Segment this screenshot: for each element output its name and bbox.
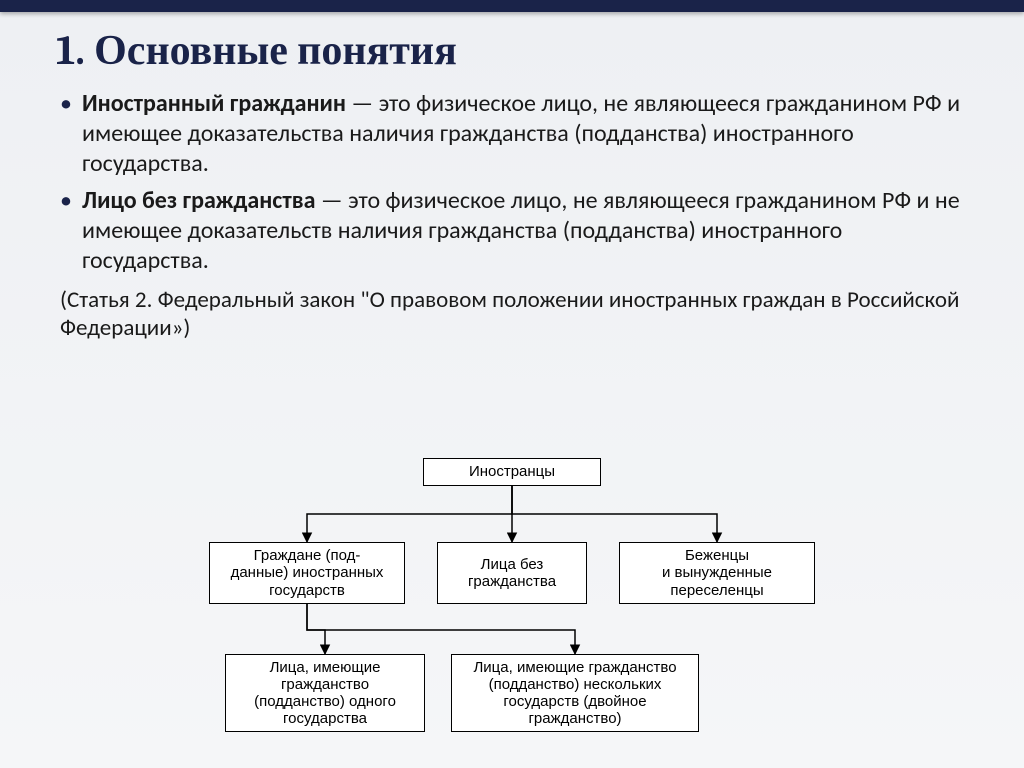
term: Иностранный гражданин <box>82 89 346 118</box>
foreigners-tree-diagram: Иностранцы Граждане (под-данные) иностран… <box>189 458 835 750</box>
diagram-node: Лица безгражданства <box>437 542 587 604</box>
accent-bar <box>0 0 1024 12</box>
diagram-node: Беженцыи вынужденныепереселенцы <box>619 542 815 604</box>
term: Лицо без гражданства <box>82 186 315 215</box>
diagram-node: Лица, имеющиегражданство(подданство) одн… <box>225 654 425 732</box>
bullet-list: Иностранный гражданин — это физическое л… <box>56 89 968 276</box>
citation-text: (Статья 2. Федеральный закон "О правовом… <box>56 286 968 343</box>
slide-title: 1. Основные понятия <box>56 26 968 75</box>
diagram-node: Иностранцы <box>423 458 601 486</box>
bullet-item: Лицо без гражданства — это физическое ли… <box>56 186 968 275</box>
diagram-node: Лица, имеющие гражданство(подданство) не… <box>451 654 699 732</box>
bullet-item: Иностранный гражданин — это физическое л… <box>56 89 968 178</box>
slide-content: 1. Основные понятия Иностранный граждани… <box>0 0 1024 343</box>
diagram-node: Граждане (под-данные) иностранныхгосудар… <box>209 542 405 604</box>
